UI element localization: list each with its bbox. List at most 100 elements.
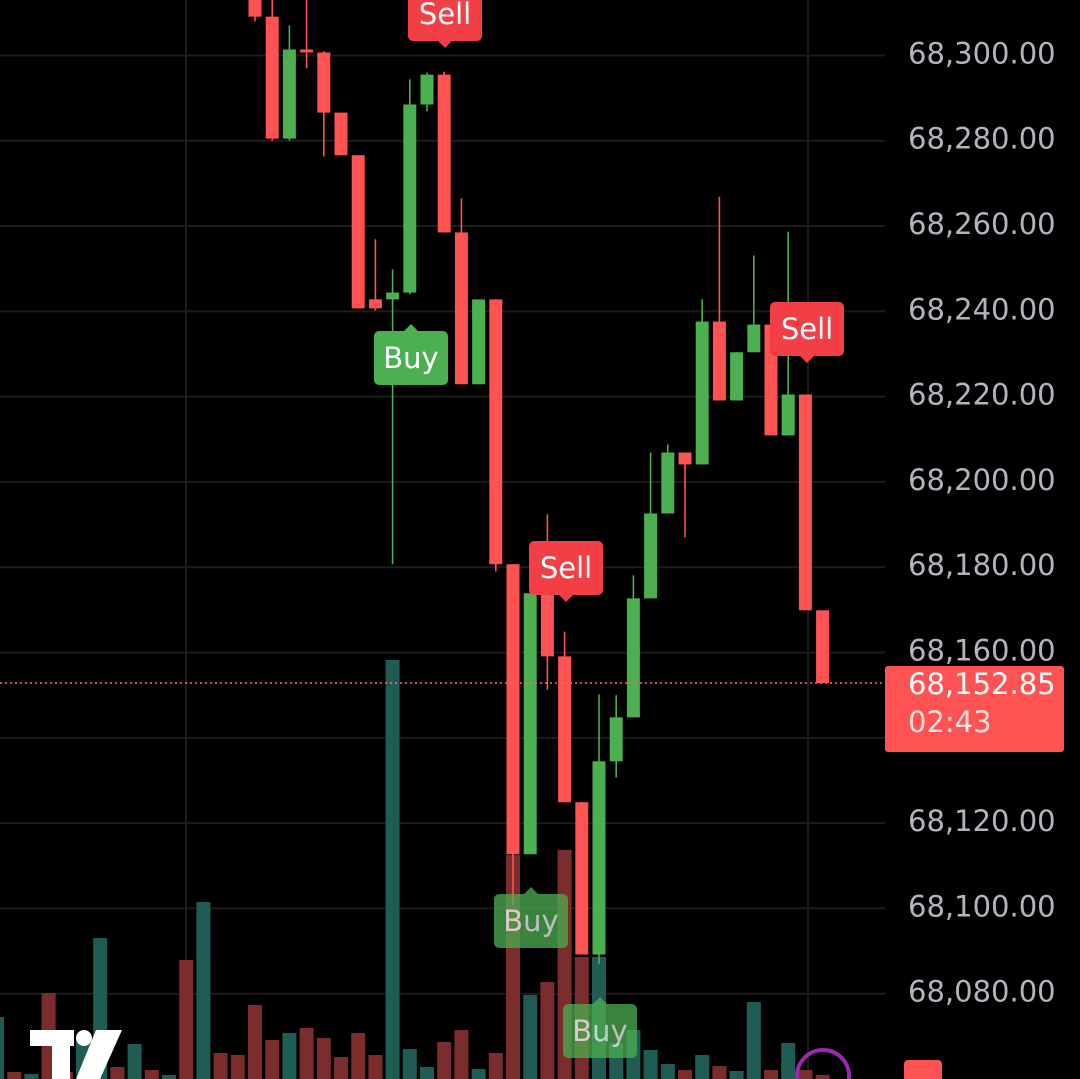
- candle-body: [609, 717, 623, 762]
- y-tick-label: 68,240.00: [908, 292, 1056, 326]
- y-tick-label: 68,160.00: [908, 634, 1056, 668]
- signal-pointer: [800, 356, 814, 363]
- y-tick-label: 68,280.00: [908, 122, 1056, 156]
- candle-body: [626, 598, 640, 718]
- volume-bar: [660, 1064, 675, 1079]
- candle-body: [644, 513, 658, 599]
- volume-bar: [213, 1053, 228, 1079]
- signal-label: Buy: [563, 997, 637, 1058]
- volume-bar: [402, 1049, 417, 1079]
- volume-bar: [162, 1075, 176, 1079]
- y-tick-label: 68,100.00: [908, 889, 1056, 923]
- volume-bar: [712, 1066, 727, 1079]
- candle-body: [489, 299, 503, 565]
- volume-bar: [488, 1053, 503, 1079]
- signal-box: [408, 0, 482, 41]
- volume-bar: [643, 1050, 658, 1079]
- signal-pointer: [404, 324, 418, 331]
- candle-body: [730, 352, 744, 401]
- candle-body: [695, 321, 709, 465]
- replay-icon[interactable]: [795, 1048, 851, 1079]
- signal-text: Buy: [503, 904, 558, 938]
- tradingview-logo: [30, 1030, 122, 1079]
- volume-bar: [248, 1005, 262, 1079]
- volume-bar: [523, 995, 538, 1079]
- candle-body: [540, 593, 554, 657]
- price-box: [885, 666, 1064, 752]
- volume-bar: [815, 1075, 830, 1079]
- signal-label: Buy: [374, 324, 448, 385]
- volume-bar: [127, 1044, 142, 1079]
- candle-body: [437, 74, 451, 233]
- candle-body: [575, 802, 589, 955]
- candle-body: [351, 155, 365, 309]
- volume-bar: [265, 1040, 280, 1079]
- signal-label: Sell: [770, 302, 844, 363]
- signal-text: Sell: [419, 0, 471, 31]
- candles: [248, 0, 830, 965]
- candle-body: [265, 16, 279, 139]
- volume-bar: [678, 1070, 692, 1079]
- signal-label: Sell: [529, 541, 603, 602]
- signal-label: Buy: [494, 887, 568, 948]
- candle-body: [661, 452, 675, 514]
- volume-bar: [24, 1074, 39, 1079]
- candle-body: [300, 49, 314, 53]
- candle-body: [454, 232, 468, 385]
- volume-bar: [729, 1071, 744, 1079]
- volume-bar: [454, 1030, 469, 1079]
- candle-body: [420, 74, 434, 105]
- volume-bar: [368, 1055, 383, 1079]
- candle-body: [472, 299, 486, 385]
- candle-body: [798, 394, 812, 611]
- signal-text: Buy: [383, 341, 438, 375]
- signal-box: [494, 894, 568, 948]
- volume-bar: [316, 1038, 331, 1079]
- signals: Sell Buy Sell Buy Buy Sell: [374, 0, 844, 1058]
- candle-body: [816, 610, 830, 684]
- signal-pointer: [593, 997, 607, 1004]
- candle-body: [558, 656, 572, 803]
- candle-body: [592, 761, 606, 955]
- candle-body: [523, 593, 537, 855]
- signal-pointer: [524, 887, 538, 894]
- volume-bar: [420, 1067, 434, 1079]
- signal-text: Sell: [781, 312, 833, 346]
- volume-bar: [299, 1028, 314, 1079]
- signal-pointer: [438, 41, 452, 48]
- y-tick-label: 68,200.00: [908, 463, 1056, 497]
- volume-bar: [144, 1070, 159, 1079]
- candle-body: [386, 292, 400, 300]
- candle-body: [678, 452, 692, 465]
- candle-body: [248, 0, 262, 17]
- candle-body: [334, 112, 348, 156]
- volume-bar: [798, 1070, 813, 1079]
- candle-body: [747, 324, 761, 353]
- volume-bar: [351, 1033, 366, 1079]
- volume-bar: [179, 960, 194, 1079]
- volume-bar: [471, 1069, 486, 1079]
- signal-text: Sell: [540, 551, 592, 585]
- countdown: 02:43: [908, 705, 992, 739]
- signal-label: Sell: [408, 0, 482, 48]
- volume-bar: [437, 1042, 452, 1079]
- candle-body: [317, 52, 331, 113]
- volume-bar: [334, 1057, 348, 1079]
- volume-bar: [7, 1072, 22, 1079]
- volume-bar: [230, 1055, 245, 1079]
- y-tick-label: 68,300.00: [908, 36, 1056, 70]
- y-tick-label: 68,220.00: [908, 378, 1056, 412]
- signal-text: Buy: [572, 1014, 627, 1048]
- candle-body: [506, 564, 520, 855]
- candle-body: [368, 299, 382, 309]
- volume-bar: [196, 902, 211, 1079]
- volume-bar: [746, 1002, 761, 1079]
- volume-bar: [282, 1033, 297, 1079]
- volume-bar: [695, 1055, 710, 1079]
- y-tick-label: 68,260.00: [908, 207, 1056, 241]
- volume-bar: [110, 1067, 125, 1079]
- candle-body: [282, 49, 296, 139]
- signal-box: [770, 302, 844, 356]
- y-tick-label: 68,120.00: [908, 804, 1056, 838]
